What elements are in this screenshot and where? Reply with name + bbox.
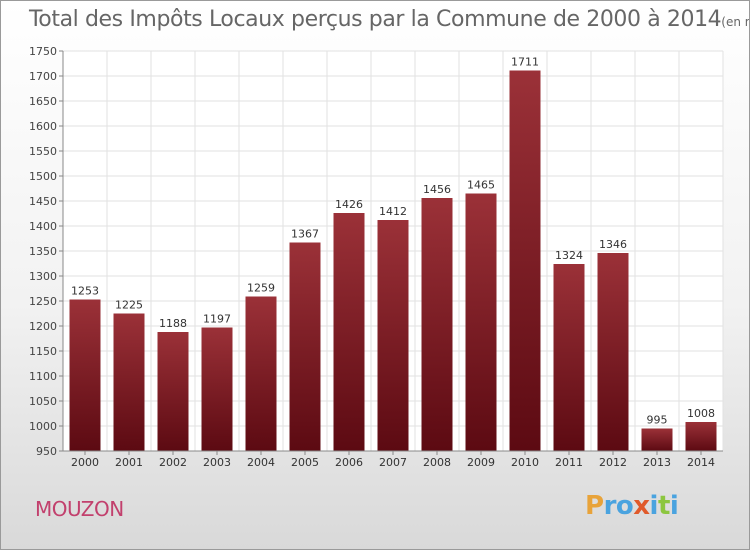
logo-letter: r — [603, 491, 617, 521]
x-tick-label: 2001 — [115, 456, 143, 469]
data-label: 1253 — [71, 285, 99, 298]
data-label: 1367 — [291, 228, 319, 241]
bar — [597, 253, 629, 451]
data-label: 1456 — [423, 183, 451, 196]
y-tick-label: 1350 — [29, 245, 57, 258]
y-tick-label: 1650 — [29, 95, 57, 108]
y-tick-label: 1100 — [29, 370, 57, 383]
y-tick-label: 1400 — [29, 220, 57, 233]
x-tick-label: 2002 — [159, 456, 187, 469]
data-label: 1465 — [467, 179, 495, 192]
y-tick-label: 1600 — [29, 120, 57, 133]
logo-letter: o — [615, 491, 634, 521]
x-tick-label: 2005 — [291, 456, 319, 469]
bar — [113, 313, 145, 451]
data-label: 1008 — [687, 407, 715, 420]
bar — [201, 327, 233, 451]
y-tick-label: 1050 — [29, 395, 57, 408]
title-unit: (en milliers d'€) — [721, 15, 749, 29]
y-tick-label: 1250 — [29, 295, 57, 308]
data-label: 1259 — [247, 282, 275, 295]
bar — [509, 70, 541, 451]
y-tick-label: 1550 — [29, 145, 57, 158]
y-tick-label: 950 — [36, 445, 57, 458]
data-label: 1197 — [203, 313, 231, 326]
logo-letter: x — [633, 491, 650, 521]
bar — [289, 242, 321, 451]
proxiti-logo: Proxiti — [585, 491, 679, 521]
bar — [333, 213, 365, 451]
data-label: 995 — [647, 414, 668, 427]
x-tick-label: 2003 — [203, 456, 231, 469]
data-label: 1426 — [335, 198, 363, 211]
bar — [553, 264, 585, 451]
x-tick-label: 2006 — [335, 456, 363, 469]
logo-letter: t — [657, 491, 670, 521]
x-tick-label: 2004 — [247, 456, 275, 469]
bar — [465, 193, 497, 451]
y-tick-label: 1450 — [29, 195, 57, 208]
bar — [421, 198, 453, 451]
title-text: Total des Impôts Locaux perçus par la Co… — [29, 7, 722, 32]
data-label: 1711 — [511, 56, 539, 69]
y-tick-label: 1300 — [29, 270, 57, 283]
data-label: 1412 — [379, 205, 407, 218]
y-tick-label: 1500 — [29, 170, 57, 183]
data-label: 1225 — [115, 299, 143, 312]
x-tick-label: 2000 — [71, 456, 99, 469]
x-tick-label: 2010 — [511, 456, 539, 469]
x-tick-label: 2011 — [555, 456, 583, 469]
logo-letter: i — [649, 491, 659, 521]
x-tick-label: 2009 — [467, 456, 495, 469]
y-tick-label: 1750 — [29, 45, 57, 58]
x-tick-label: 2007 — [379, 456, 407, 469]
data-label: 1188 — [159, 317, 187, 330]
bar — [157, 332, 189, 451]
commune-name: MOUZON — [35, 497, 124, 521]
data-label: 1324 — [555, 249, 583, 262]
bar — [641, 428, 673, 451]
y-tick-label: 1000 — [29, 420, 57, 433]
data-label: 1346 — [599, 238, 627, 251]
bar — [245, 296, 277, 451]
logo-letter: P — [585, 491, 604, 521]
y-tick-label: 1150 — [29, 345, 57, 358]
y-tick-label: 1200 — [29, 320, 57, 333]
bar — [685, 422, 717, 451]
bar — [69, 299, 101, 451]
chart-title: Total des Impôts Locaux perçus par la Co… — [29, 7, 749, 32]
x-tick-label: 2014 — [687, 456, 715, 469]
x-tick-label: 2013 — [643, 456, 671, 469]
x-tick-label: 2012 — [599, 456, 627, 469]
x-tick-label: 2008 — [423, 456, 451, 469]
bar — [377, 220, 409, 451]
logo-letter: i — [669, 491, 679, 521]
y-tick-label: 1700 — [29, 70, 57, 83]
